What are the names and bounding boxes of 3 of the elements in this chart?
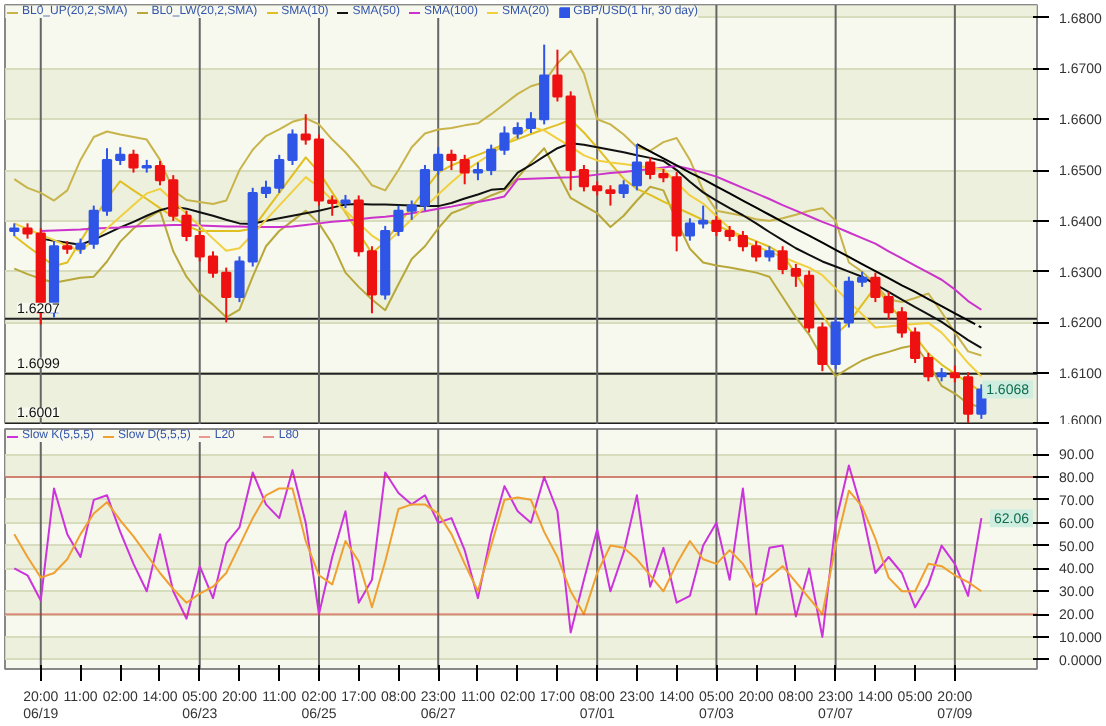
line-series <box>13 464 983 638</box>
candlestick <box>128 148 139 174</box>
line-series <box>13 487 983 616</box>
